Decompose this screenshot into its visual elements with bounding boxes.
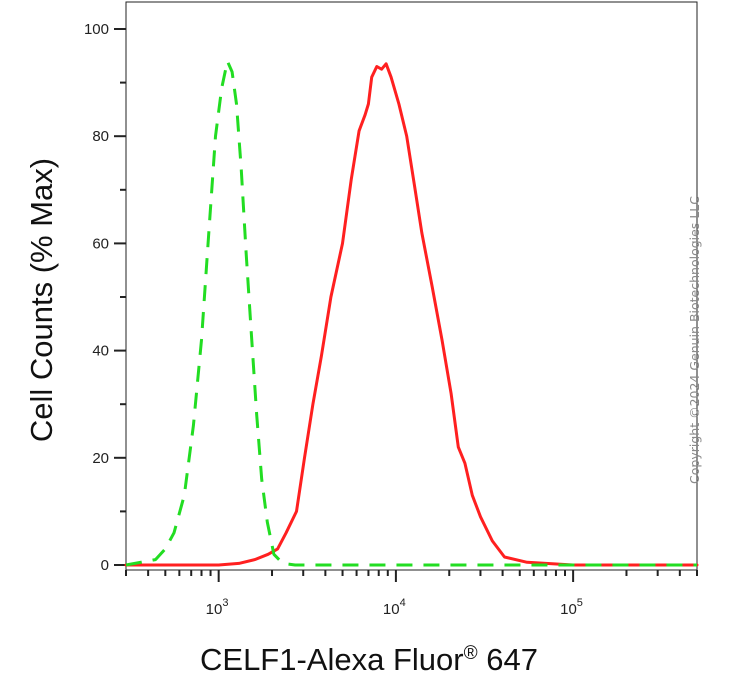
x-axis-title-suffix: 647 — [478, 642, 538, 677]
x-tick-label: 104 — [383, 597, 406, 618]
x-tick-label: 103 — [206, 597, 229, 618]
control-histogram-line — [125, 59, 697, 567]
x-axis-title-superscript: ® — [464, 643, 478, 664]
sample-histogram-line — [124, 62, 699, 567]
y-tick-label: 20 — [92, 450, 109, 467]
series-layer — [124, 59, 699, 567]
y-tick-label: 80 — [92, 128, 109, 145]
x-axis-title: CELF1-Alexa Fluor® 647 — [200, 642, 538, 677]
axes — [114, 28, 698, 582]
copyright-watermark: Copyright ©2024 Genuin Biotechnologies L… — [687, 196, 702, 484]
x-axis-title-main: CELF1-Alexa Fluor — [200, 642, 464, 677]
x-tick-label: 105 — [560, 597, 583, 618]
y-axis-title: Cell Counts (% Max) — [24, 158, 59, 442]
y-tick-label: 40 — [92, 343, 109, 360]
y-tick-label: 0 — [101, 557, 109, 574]
plot-frame — [125, 1, 698, 571]
tick-labels: 0 20 40 60 80 100 103 104 105 — [84, 21, 583, 618]
y-tick-label: 60 — [92, 235, 109, 252]
y-tick-label: 100 — [84, 21, 109, 38]
